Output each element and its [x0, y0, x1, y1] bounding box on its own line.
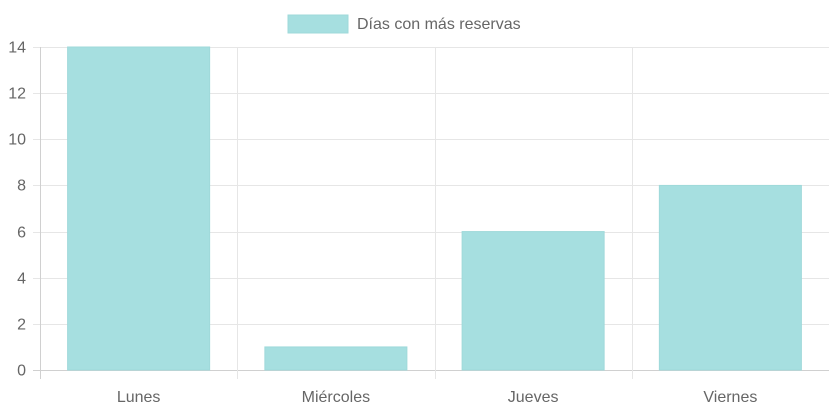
bars [67, 46, 802, 371]
y-tick-label: 14 [8, 40, 26, 57]
y-tick-label: 10 [8, 132, 26, 149]
x-tick-label: Lunes [117, 389, 161, 406]
y-tick-label: 6 [17, 225, 26, 242]
y-tick-label: 12 [8, 86, 26, 103]
bar-lunes[interactable] [67, 46, 211, 371]
legend[interactable]: Días con más reservas [287, 14, 521, 34]
axes: 0 2 4 6 8 10 12 14 Lunes Miércoles Jueves Viernes [8, 40, 757, 407]
bar-jueves[interactable] [461, 231, 605, 371]
x-tick-label: Miércoles [302, 389, 370, 406]
x-tick-label: Viernes [703, 389, 757, 406]
y-tick-label: 2 [17, 317, 26, 334]
y-tick-label: 4 [17, 271, 26, 288]
y-tick-label: 8 [17, 178, 26, 195]
legend-swatch[interactable] [287, 14, 349, 34]
x-tick-label: Jueves [508, 389, 559, 406]
legend-label[interactable]: Días con más reservas [357, 16, 521, 33]
y-tick-label: 0 [17, 363, 26, 380]
bar-viernes[interactable] [658, 184, 802, 371]
bar-miércoles[interactable] [264, 346, 408, 371]
